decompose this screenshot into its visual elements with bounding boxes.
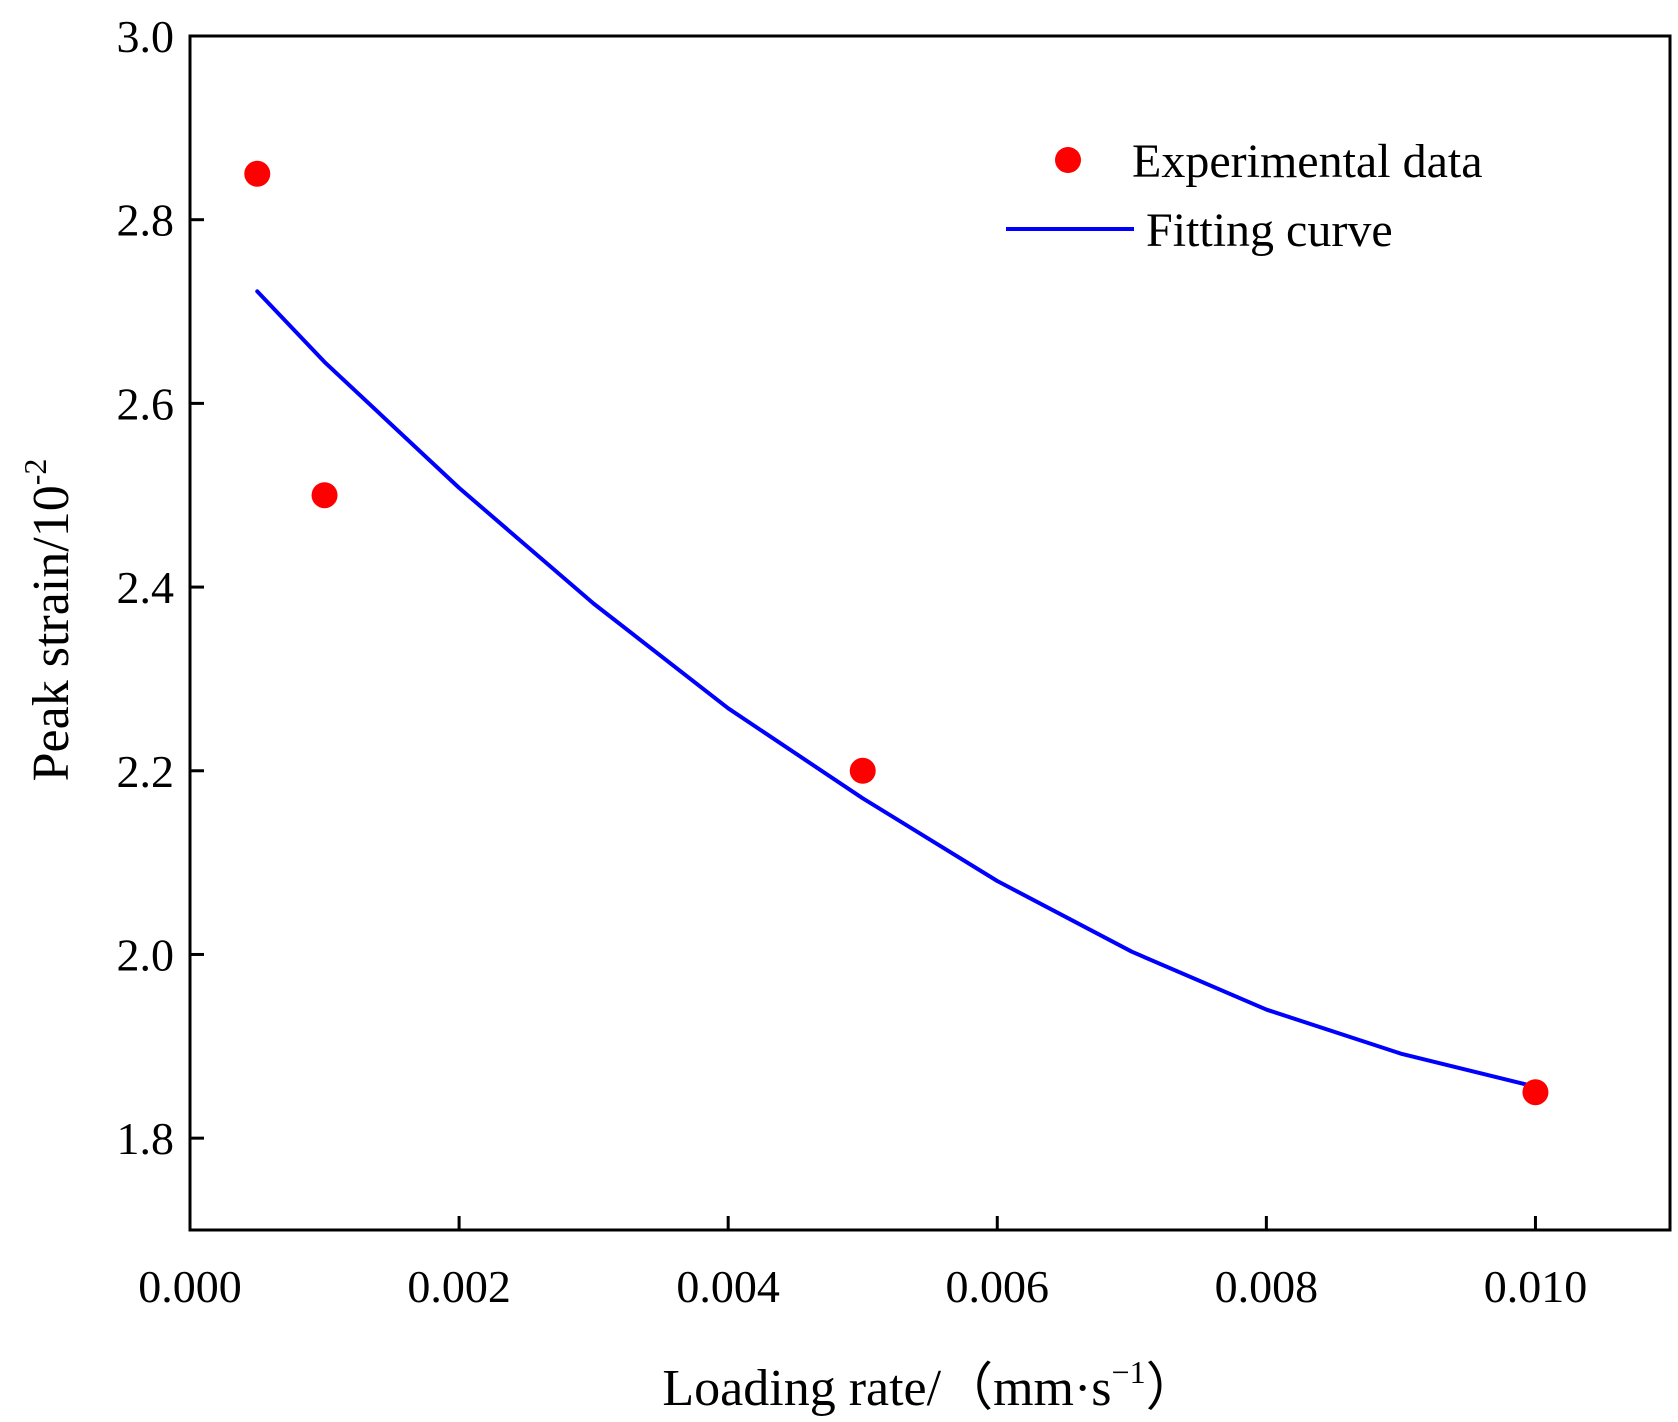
experimental-data-point — [311, 482, 338, 509]
x-tick-label: 0.002 — [407, 1261, 511, 1312]
x-tick-label: 0.008 — [1215, 1261, 1319, 1312]
y-tick-label: 2.6 — [117, 378, 175, 429]
x-axis-ticks: 0.000 0.002 0.004 0.006 0.008 0.010 — [138, 1216, 1587, 1312]
legend-label-experimental: Experimental data — [1132, 135, 1483, 188]
y-tick-label: 1.8 — [117, 1113, 175, 1164]
y-tick-label: 2.4 — [117, 562, 175, 613]
x-tick-label: 0.004 — [676, 1261, 780, 1312]
y-tick-label: 2.0 — [117, 929, 175, 980]
y-axis-title: Peak strain/10-2 — [17, 459, 80, 782]
legend-marker-experimental — [1055, 147, 1081, 173]
y-axis-ticks: 1.8 2.0 2.2 2.4 2.6 2.8 3.0 — [117, 11, 204, 1164]
experimental-data-point — [1522, 1079, 1549, 1106]
legend-label-fitting: Fitting curve — [1146, 204, 1393, 257]
legend: Experimental data Fitting curve — [1006, 135, 1483, 257]
x-axis-title: Loading rate/（mm·s−1） — [662, 1354, 1197, 1417]
y-tick-label: 2.8 — [117, 195, 175, 246]
x-tick-label: 0.006 — [946, 1261, 1050, 1312]
y-tick-label: 2.2 — [117, 746, 175, 797]
x-tick-label: 0.000 — [138, 1261, 242, 1312]
experimental-data-point — [849, 757, 876, 784]
experimental-data-point — [244, 160, 271, 187]
plot-frame — [188, 34, 1672, 1232]
y-tick-label: 3.0 — [117, 11, 175, 62]
fitting-curve-line — [255, 289, 1538, 1089]
x-tick-label: 0.010 — [1484, 1261, 1588, 1312]
series-layer — [244, 160, 1549, 1106]
